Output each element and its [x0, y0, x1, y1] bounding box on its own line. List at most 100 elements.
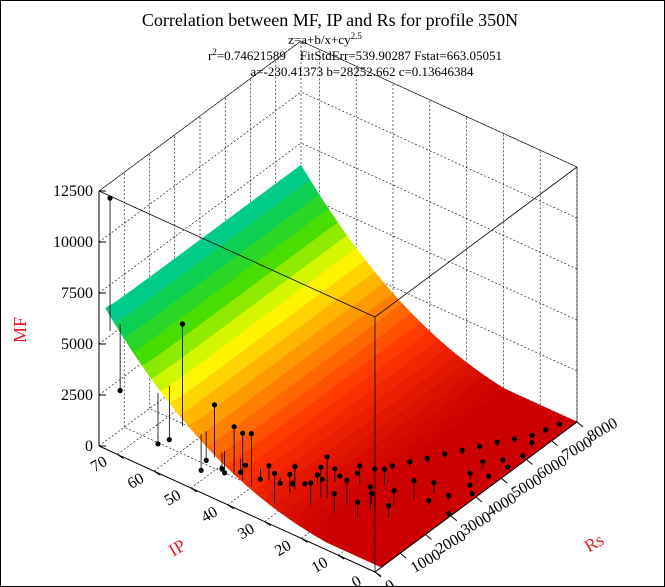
data-point	[446, 511, 452, 517]
data-point	[308, 480, 314, 486]
data-point	[469, 491, 475, 497]
data-point	[407, 459, 413, 465]
grid-line-z-back	[300, 91, 578, 219]
data-point	[529, 440, 535, 446]
data-point	[354, 470, 360, 476]
data-point	[222, 470, 228, 476]
box-edge-left-top	[98, 40, 302, 192]
data-point	[166, 437, 172, 443]
ip-tick-label: 10	[309, 554, 331, 577]
data-point	[480, 459, 486, 465]
data-point	[467, 482, 473, 488]
data-point	[424, 455, 430, 462]
data-point	[391, 488, 397, 494]
rs-tick-mark	[576, 421, 584, 428]
ip-tick-label: 30	[235, 520, 257, 543]
data-point	[117, 387, 123, 394]
chart-params: a=-230.41373 b=28252.662 c=0.13646384	[250, 64, 474, 79]
data-point	[155, 441, 161, 447]
z-axis-label: MF	[10, 317, 30, 343]
grid-line-rs-floor	[124, 426, 401, 554]
data-point	[556, 421, 563, 427]
data-point	[211, 402, 218, 408]
data-point	[357, 463, 363, 469]
data-point	[314, 472, 320, 478]
data-point	[324, 454, 330, 460]
data-point	[386, 502, 392, 509]
equation-base: z=a+b/x+cy	[288, 32, 351, 47]
stats-r-value: =0.74621589	[217, 48, 286, 63]
data-point	[203, 457, 209, 463]
z-tick-label: 7500	[61, 285, 93, 302]
data-point	[486, 473, 492, 479]
data-point	[367, 484, 373, 490]
ip-tick-mark	[301, 537, 308, 543]
data-point	[290, 481, 296, 487]
z-tick-label: 0	[85, 438, 93, 455]
ip-tick-mark	[117, 453, 124, 459]
z-tick-label: 12500	[53, 183, 93, 200]
data-point	[431, 480, 437, 486]
ip-tick-label: 20	[272, 537, 294, 560]
rs-tick-mark	[450, 515, 458, 522]
stats-rest: FitStdErr=539.90287 Fstat=663.05051	[300, 48, 502, 63]
data-point	[257, 476, 263, 482]
data-point	[389, 463, 395, 469]
data-point	[219, 466, 225, 472]
data-point	[494, 439, 500, 445]
fitted-surface	[105, 164, 578, 568]
data-point	[459, 447, 465, 453]
ip-tick-label: 60	[125, 470, 147, 493]
data-point	[287, 471, 293, 477]
chart-stats: r2=0.74621589 FitStdErr=539.90287 Fstat=6…	[208, 47, 502, 63]
ip-tick-mark	[264, 521, 271, 527]
box-edges	[98, 40, 578, 573]
rs-tick-mark	[475, 496, 483, 503]
chart-equation: z=a+b/x+cy2.5	[288, 31, 362, 47]
ip-tick-label: 70	[88, 453, 110, 476]
stats-r: r	[208, 48, 213, 63]
ip-tick-mark	[153, 470, 161, 476]
data-point	[302, 481, 308, 487]
z-tick-label: 2500	[61, 387, 93, 404]
rs-tick-mark	[374, 571, 382, 578]
data-point	[179, 321, 186, 327]
grid-line-z-back	[300, 142, 578, 270]
data-point	[272, 470, 278, 476]
box-edge-top-ip	[98, 190, 376, 318]
data-point	[238, 469, 244, 475]
rs-tick-label: 8000	[585, 415, 621, 446]
rs-tick-mark	[526, 459, 533, 465]
data-point	[318, 464, 324, 470]
rs-tick-mark	[399, 552, 407, 559]
data-point	[411, 478, 417, 484]
ip-tick-mark	[227, 504, 235, 510]
data-point	[381, 466, 388, 472]
ip-tick-mark	[190, 487, 198, 493]
data-point	[331, 491, 337, 497]
data-point	[231, 424, 237, 430]
z-tick-label: 10000	[53, 234, 93, 251]
data-point	[337, 473, 343, 479]
data-point	[520, 453, 526, 459]
equation-exponent: 2.5	[351, 31, 363, 41]
chart-title: Correlation between MF, IP and Rs for pr…	[142, 10, 518, 30]
data-point	[344, 477, 350, 483]
z-tick-label: 5000	[61, 336, 93, 353]
rs-axis-label: Rs	[581, 529, 607, 556]
data-point	[511, 436, 518, 442]
rs-tick-mark	[551, 440, 559, 447]
grid-line-z-back	[300, 193, 578, 321]
data-point	[240, 430, 246, 436]
data-point	[198, 467, 204, 473]
data-point	[505, 464, 511, 470]
data-point	[292, 463, 298, 470]
data-point	[248, 431, 254, 437]
data-point	[426, 498, 432, 504]
data-point	[266, 463, 272, 469]
data-point	[543, 427, 549, 433]
rs-tick-mark	[425, 534, 432, 540]
box-edge-ip	[98, 445, 376, 573]
ip-tick-label: 40	[198, 504, 220, 527]
